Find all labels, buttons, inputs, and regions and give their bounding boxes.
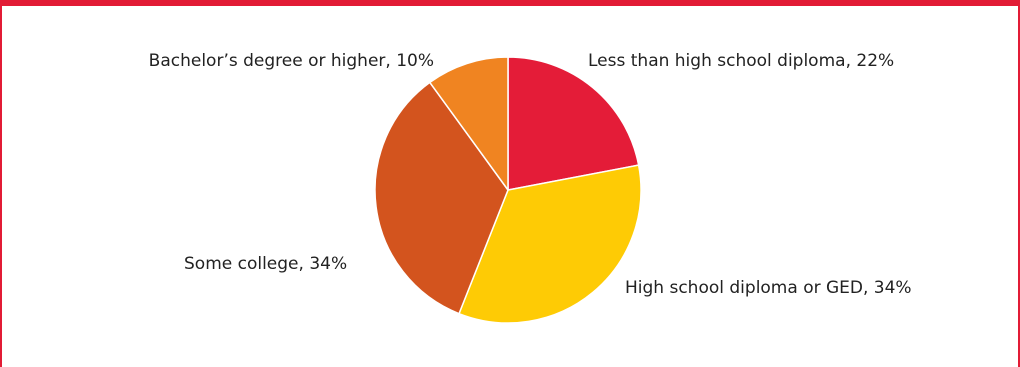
slice-some-college [374,81,509,315]
slice-hs-diploma-ged [458,164,642,324]
slice-bachelors [429,56,509,191]
slice-less-than-hs [507,56,640,191]
slice-label-less-than-hs: Less than high school diploma, 22% [588,51,894,71]
pie-slices [374,56,642,324]
slice-label-bachelors: Bachelor’s degree or higher, 10% [149,51,434,71]
slice-label-some-college: Some college, 34% [184,254,347,274]
pie-chart: Bachelor’s degree or higher, 10% Less th… [149,51,912,324]
slice-label-hs-diploma-ged: High school diploma or GED, 34% [625,278,912,298]
